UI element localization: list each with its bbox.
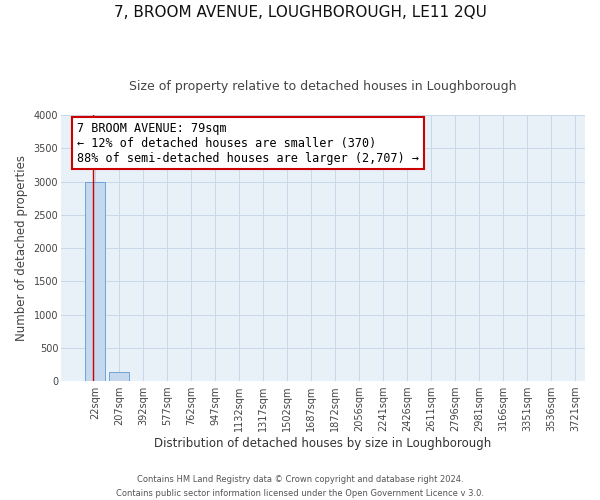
Y-axis label: Number of detached properties: Number of detached properties: [15, 155, 28, 341]
Bar: [109, 372, 129, 381]
Text: 7 BROOM AVENUE: 79sqm
← 12% of detached houses are smaller (370)
88% of semi-det: 7 BROOM AVENUE: 79sqm ← 12% of detached …: [77, 122, 419, 164]
Bar: [85, 182, 105, 381]
Text: Contains HM Land Registry data © Crown copyright and database right 2024.
Contai: Contains HM Land Registry data © Crown c…: [116, 476, 484, 498]
X-axis label: Distribution of detached houses by size in Loughborough: Distribution of detached houses by size …: [154, 437, 491, 450]
Title: Size of property relative to detached houses in Loughborough: Size of property relative to detached ho…: [129, 80, 517, 93]
Text: 7, BROOM AVENUE, LOUGHBOROUGH, LE11 2QU: 7, BROOM AVENUE, LOUGHBOROUGH, LE11 2QU: [113, 5, 487, 20]
